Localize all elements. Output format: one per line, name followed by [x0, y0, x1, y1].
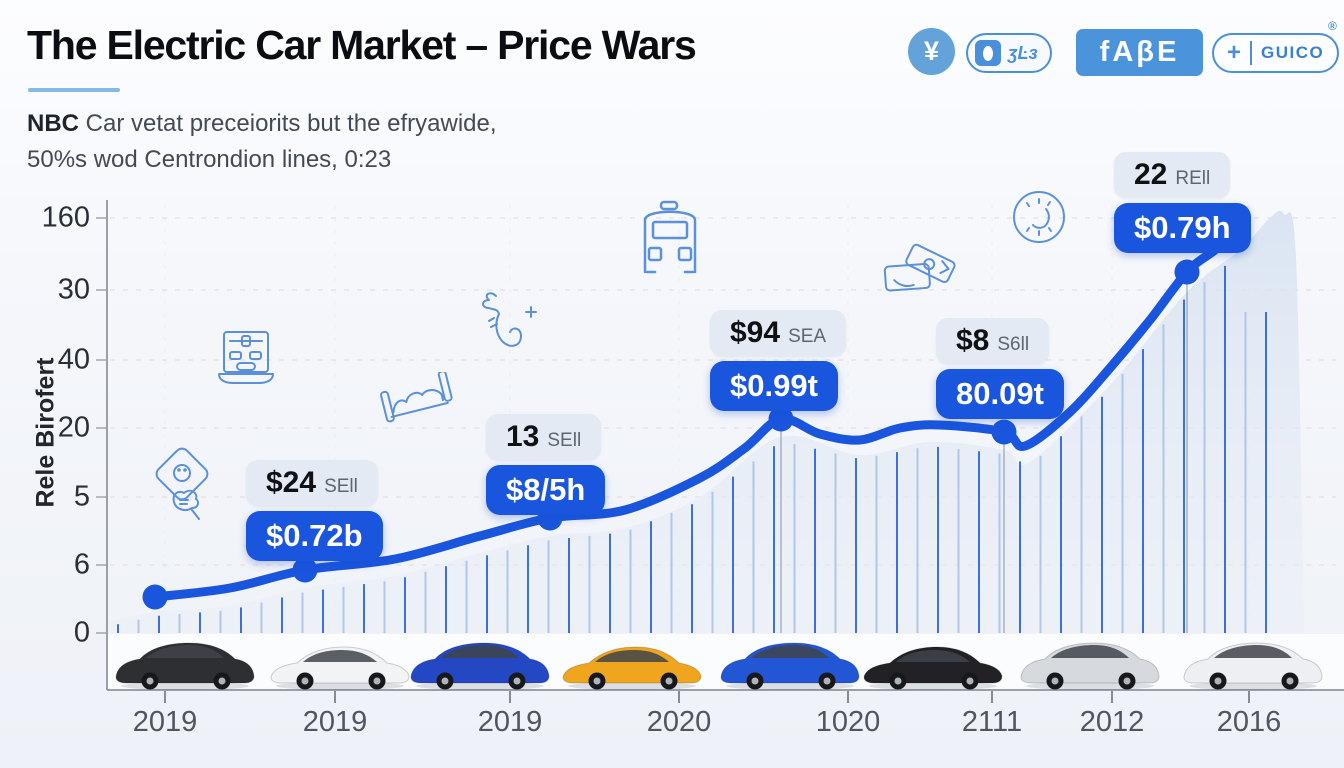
coin-icon: [1013, 191, 1065, 243]
car-suv: [1183, 642, 1323, 690]
guico-logo: + GUICO: [1212, 33, 1340, 73]
x-tick-label: 2020: [646, 706, 712, 738]
callout-price: 80.09t: [936, 369, 1064, 419]
car-sedan: [863, 646, 1003, 690]
wallet-badge-text: ʒĿɜ: [1008, 42, 1038, 63]
x-tick-label: 2019: [477, 706, 543, 738]
car-suv: [115, 642, 255, 690]
y-tick-label: 160: [41, 201, 90, 234]
hook-icon: [482, 292, 537, 347]
data-point: [292, 557, 318, 583]
callout-price: $0.72b: [246, 511, 383, 561]
callout-tag-suffix: REll: [1175, 168, 1211, 189]
wallet-badge-logo: ʒĿɜ: [966, 33, 1052, 73]
y-tick-label: 20: [57, 411, 90, 444]
car-suv: [410, 642, 550, 690]
bus-icon: [643, 200, 697, 274]
callout-tag-suffix: SEll: [547, 430, 582, 451]
yen-logo: ¥: [908, 28, 955, 75]
x-tick-label: 2111: [961, 706, 1023, 738]
bed-icon: [380, 372, 453, 423]
callout-tag-value: 13: [506, 420, 540, 453]
car-sedan: [562, 646, 702, 690]
callout: 13 SEll $8/5h: [486, 414, 606, 515]
data-point: [768, 406, 794, 432]
registered-trademark: ®: [1328, 19, 1337, 33]
callout-tag: $8 S6ll: [936, 318, 1050, 364]
callout-tag-value: 22: [1134, 158, 1168, 191]
cash-icon: [883, 243, 956, 292]
y-tick-label: 40: [57, 343, 90, 376]
car-suv: [720, 642, 860, 690]
handshake-icon: [155, 447, 209, 520]
title-underline: [28, 88, 120, 92]
x-tick-label: 2019: [132, 706, 198, 738]
callout-tag-suffix: SEA: [788, 326, 827, 347]
callout-tag-suffix: S6ll: [997, 334, 1030, 355]
callout-tag-value: $94: [730, 316, 781, 349]
x-tick-label: 1020: [815, 706, 881, 738]
wallet-icon: [975, 40, 1001, 66]
callout: $8 S6ll 80.09t: [936, 318, 1064, 419]
car-suv: [1020, 642, 1160, 690]
laptop-icon: [218, 331, 274, 384]
fase-logo-text: fAβE: [1099, 36, 1180, 68]
data-point: [142, 584, 168, 610]
callout-tag: $94 SEA: [710, 310, 847, 356]
x-tick-label: 2016: [1216, 706, 1282, 738]
area-fill: [110, 210, 1304, 633]
subtitle-line2: 50%s wod Centrondion lines, 0:23: [27, 146, 392, 173]
callout: 22 REll $0.79h: [1114, 152, 1251, 253]
callout-tag-suffix: SEll: [324, 476, 358, 497]
subtitle: NBC Car vetat preceiorits but the efryaw…: [27, 106, 497, 178]
subtitle-line1: Car vetat preceiorits but the efryawide,: [85, 110, 497, 137]
y-tick-label: 6: [73, 548, 90, 581]
callout-tag-value: $8: [956, 324, 990, 357]
x-tick-label: 2019: [302, 706, 368, 738]
guico-logo-text: GUICO: [1261, 43, 1325, 62]
callout-price: $0.79h: [1114, 203, 1251, 253]
trend-line: [150, 223, 1248, 602]
callout: $94 SEA $0.99t: [710, 310, 847, 411]
fase-logo: fAβE: [1076, 29, 1203, 76]
logo-divider: [1250, 41, 1253, 65]
subtitle-source: NBC: [27, 110, 79, 137]
data-point: [991, 419, 1017, 445]
callout-tag: 13 SEll: [486, 414, 602, 460]
callout-price: $0.99t: [710, 361, 838, 411]
data-point: [1174, 259, 1200, 285]
callout-tag-value: $24: [266, 466, 317, 499]
plus-icon: +: [1227, 39, 1242, 66]
yen-icon: ¥: [923, 36, 940, 66]
callout-tag: 22 REll: [1114, 152, 1231, 198]
y-tick-label: 30: [57, 273, 90, 306]
y-tick-label: 0: [73, 616, 90, 649]
callout: $24 SEll $0.72b: [246, 460, 383, 561]
x-tick-label: 2012: [1079, 706, 1145, 738]
callout-price: $8/5h: [486, 465, 606, 515]
y-tick-label: 5: [73, 480, 90, 513]
callout-tag: $24 SEll: [246, 460, 378, 506]
page-title: The Electric Car Market – Price Wars: [27, 22, 697, 68]
car-sedan: [270, 646, 410, 690]
